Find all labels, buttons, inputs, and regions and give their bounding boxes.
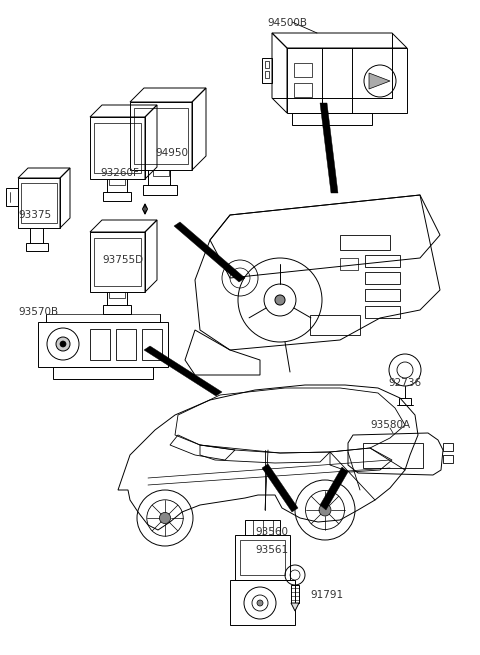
Text: 93560: 93560 [255,527,288,537]
Text: 93580A: 93580A [370,420,410,430]
Text: 93260F: 93260F [100,168,139,178]
Circle shape [275,295,285,305]
Text: 94500B: 94500B [267,18,307,28]
Circle shape [319,504,331,516]
Text: 91791: 91791 [310,590,343,600]
Polygon shape [320,467,348,510]
Circle shape [56,337,70,351]
Circle shape [60,341,66,347]
Polygon shape [320,103,338,193]
Text: 93755D: 93755D [102,255,143,265]
Circle shape [159,512,170,523]
Polygon shape [262,464,298,512]
Polygon shape [144,346,222,396]
Polygon shape [174,222,245,282]
Text: 93561: 93561 [255,545,288,555]
Text: 92736: 92736 [388,378,421,388]
Text: 93570B: 93570B [18,307,58,317]
Circle shape [257,600,263,606]
Polygon shape [291,603,299,611]
Text: 93375: 93375 [18,210,51,220]
Text: 94950: 94950 [155,148,188,158]
Polygon shape [369,73,390,89]
